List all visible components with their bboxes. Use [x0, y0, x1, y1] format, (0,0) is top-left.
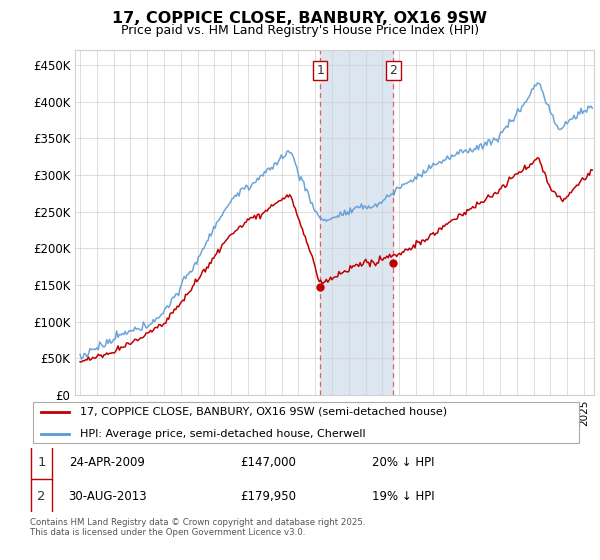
Text: 1: 1	[316, 64, 325, 77]
Text: 17, COPPICE CLOSE, BANBURY, OX16 9SW: 17, COPPICE CLOSE, BANBURY, OX16 9SW	[113, 11, 487, 26]
FancyBboxPatch shape	[33, 402, 579, 444]
Text: 17, COPPICE CLOSE, BANBURY, OX16 9SW (semi-detached house): 17, COPPICE CLOSE, BANBURY, OX16 9SW (se…	[80, 407, 447, 417]
Text: 2: 2	[389, 64, 397, 77]
FancyBboxPatch shape	[31, 479, 52, 514]
Text: £179,950: £179,950	[240, 490, 296, 503]
Text: Contains HM Land Registry data © Crown copyright and database right 2025.
This d: Contains HM Land Registry data © Crown c…	[30, 518, 365, 538]
Text: 30-AUG-2013: 30-AUG-2013	[68, 490, 147, 503]
Text: £147,000: £147,000	[240, 456, 296, 469]
FancyBboxPatch shape	[31, 445, 52, 480]
Text: 1: 1	[37, 456, 46, 469]
Text: 19% ↓ HPI: 19% ↓ HPI	[372, 490, 435, 503]
Text: 20% ↓ HPI: 20% ↓ HPI	[372, 456, 435, 469]
Text: 24-APR-2009: 24-APR-2009	[68, 456, 145, 469]
Text: Price paid vs. HM Land Registry's House Price Index (HPI): Price paid vs. HM Land Registry's House …	[121, 24, 479, 36]
Bar	[320, 50, 394, 395]
Text: HPI: Average price, semi-detached house, Cherwell: HPI: Average price, semi-detached house,…	[80, 429, 365, 439]
Text: 2: 2	[37, 490, 46, 503]
